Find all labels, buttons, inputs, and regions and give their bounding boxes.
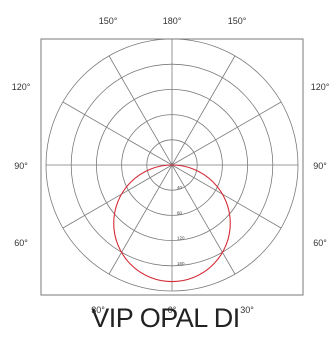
angle-label: 0° [168,305,177,315]
angle-label: 30° [91,305,105,315]
grid-ring-3 [96,89,248,241]
angle-labels: 150° 180° 150° 120° 120° 90° 90° 60° 60° 30° 0° 30° [12,16,330,315]
curve-layer [113,164,231,283]
radial-tick-label: 160 [177,261,185,266]
grid-ring-5 [45,38,299,292]
luminaire-caption: VIP OPAL DI [91,303,240,333]
angle-label: 120° [12,82,31,92]
angle-label: 60° [14,238,28,248]
intensity-curve-0 [113,164,231,283]
angle-label: 60° [313,238,327,248]
angle-label: 90° [14,161,28,171]
polar-grid [45,38,299,292]
radial-tick-label: 40 [177,185,183,190]
grid-ring-1 [146,139,198,191]
angle-label: 120° [311,82,330,92]
angle-label: 90° [313,161,327,171]
radial-tick-labels: 40 80 120 160 [177,185,185,266]
angle-label: 30° [240,305,254,315]
radial-tick-label: 120 [177,236,185,241]
grid-ring-2 [121,114,223,216]
angle-label: 180° [163,16,182,26]
angle-label: 150° [228,16,247,26]
angle-label: 150° [99,16,118,26]
grid-ring-4 [70,63,274,267]
radial-tick-label: 80 [177,210,183,215]
